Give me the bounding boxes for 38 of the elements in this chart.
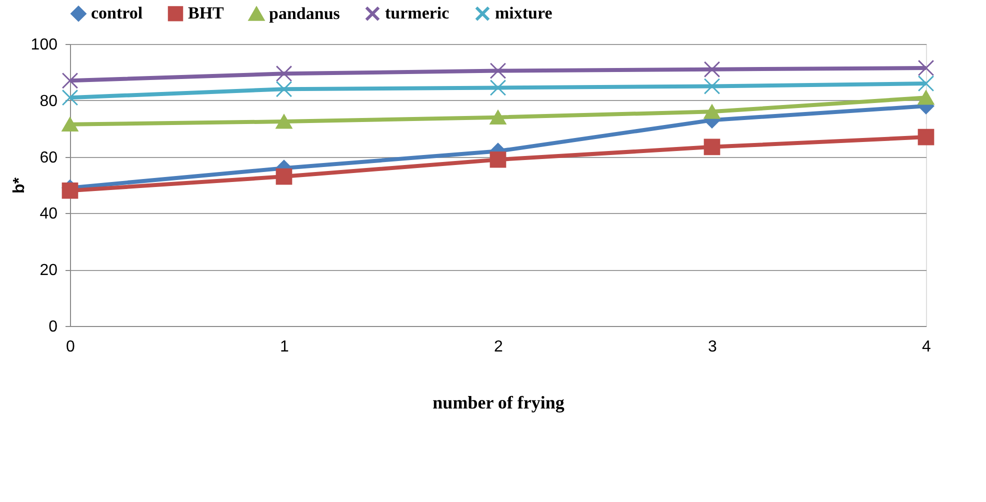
legend-label: control — [91, 4, 143, 23]
y-tick-label: 0 — [48, 318, 58, 336]
x-tick-label: 3 — [708, 338, 718, 356]
legend-label: BHT — [188, 4, 225, 23]
y-tick-label: 40 — [40, 206, 58, 223]
point — [490, 110, 506, 124]
point — [62, 182, 78, 199]
y-tick-label: 60 — [40, 149, 58, 166]
point — [276, 80, 292, 98]
point — [918, 128, 934, 146]
y-axis-title: b* — [10, 176, 28, 194]
x-tick-label: 1 — [280, 338, 290, 356]
point — [276, 114, 292, 129]
legend-label: turmeric — [385, 4, 450, 23]
legend-label: pandanus — [269, 4, 340, 24]
point — [704, 104, 720, 119]
point — [490, 151, 506, 168]
legend-label: mixture — [495, 4, 553, 23]
point — [276, 65, 292, 82]
y-tick-label: 100 — [30, 36, 58, 54]
point — [918, 90, 934, 105]
point — [704, 138, 720, 156]
point — [704, 61, 720, 78]
x-tick-label: 4 — [922, 338, 932, 356]
point — [918, 60, 934, 76]
point — [276, 168, 292, 185]
x-tick-label: 0 — [66, 338, 76, 356]
x-tick-label: 2 — [494, 338, 504, 356]
point — [918, 75, 934, 92]
y-tick-label: 80 — [40, 92, 58, 110]
point — [490, 80, 506, 96]
point — [62, 72, 78, 89]
x-axis-title: number of frying — [432, 392, 564, 412]
point — [704, 78, 720, 94]
point — [490, 62, 506, 79]
point — [62, 89, 78, 106]
point — [62, 117, 78, 132]
y-tick-label: 20 — [40, 262, 58, 280]
